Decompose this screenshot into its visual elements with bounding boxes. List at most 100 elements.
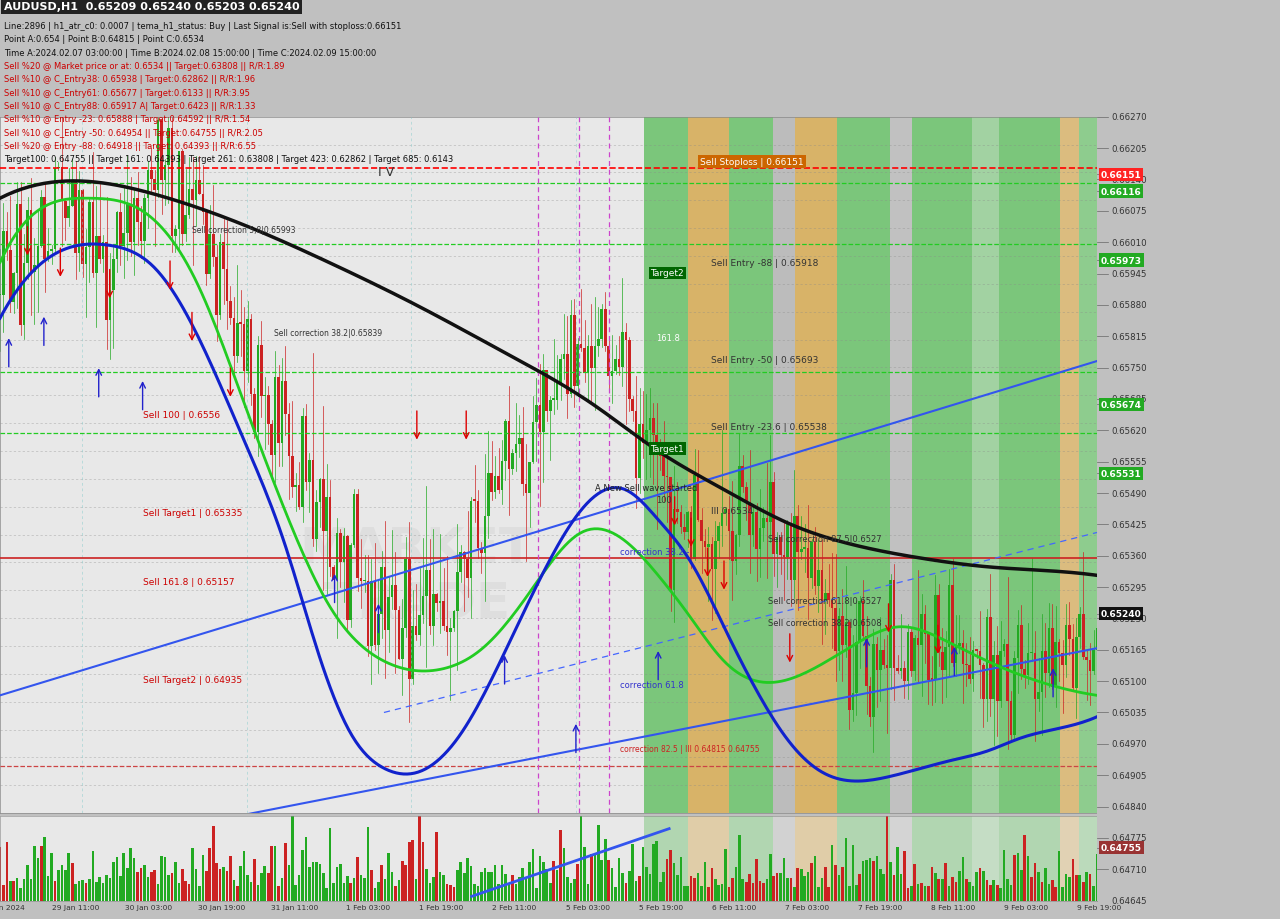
Bar <box>311 460 314 539</box>
Text: Sell %10 @ C_Entry -50: 0.64954 || Target:0.64755 || R/R:2.05: Sell %10 @ C_Entry -50: 0.64954 || Targe… <box>4 129 262 138</box>
Bar <box>250 882 252 901</box>
Bar <box>1044 868 1047 901</box>
Text: 5 Feb 19:00: 5 Feb 19:00 <box>639 904 682 910</box>
Bar <box>508 421 511 470</box>
Bar <box>972 118 1000 813</box>
Text: 0.66205: 0.66205 <box>1111 144 1147 153</box>
Bar <box>996 655 998 701</box>
Bar <box>645 867 648 901</box>
Bar <box>3 232 5 296</box>
Bar <box>945 863 947 901</box>
Bar <box>659 881 662 901</box>
Bar <box>739 835 741 901</box>
Bar <box>1096 628 1098 651</box>
Bar <box>329 497 332 567</box>
Bar <box>125 205 128 233</box>
Bar <box>621 333 623 368</box>
Bar <box>333 883 335 901</box>
Bar <box>707 544 709 548</box>
Bar <box>576 864 579 901</box>
Bar <box>1068 625 1071 639</box>
Bar <box>986 879 988 901</box>
Bar <box>23 879 26 901</box>
Text: Time A:2024.02.07 03:00:00 | Time B:2024.02.08 15:00:00 | Time C:2024.02.09 15:0: Time A:2024.02.07 03:00:00 | Time B:2024… <box>4 49 376 58</box>
Bar <box>745 882 748 901</box>
Bar <box>54 881 56 901</box>
Text: 0.66140: 0.66140 <box>1111 176 1147 185</box>
Bar <box>773 816 795 901</box>
Bar <box>15 879 18 901</box>
Bar <box>188 884 191 901</box>
Bar <box>212 826 215 901</box>
Bar <box>84 883 87 901</box>
Bar <box>769 482 772 522</box>
Bar <box>480 549 483 553</box>
Bar <box>955 882 957 901</box>
Bar <box>229 857 232 901</box>
Bar <box>686 513 689 532</box>
Bar <box>745 487 748 503</box>
Bar <box>869 686 872 717</box>
Bar <box>50 853 52 901</box>
Bar <box>827 594 829 600</box>
Bar <box>1002 645 1005 652</box>
Bar <box>225 870 228 901</box>
Bar <box>219 869 221 901</box>
Bar <box>1061 888 1064 901</box>
Bar <box>1082 881 1084 901</box>
Bar <box>260 346 262 397</box>
Bar <box>694 878 696 901</box>
Bar <box>453 612 456 629</box>
Bar <box>37 246 40 266</box>
Bar <box>33 845 36 901</box>
Bar <box>1092 651 1094 671</box>
Text: Target2: Target2 <box>650 269 684 278</box>
Bar <box>731 531 733 562</box>
Bar <box>573 315 576 387</box>
Bar <box>390 872 393 901</box>
Bar <box>961 643 964 664</box>
Bar <box>184 881 187 901</box>
Bar <box>443 876 445 901</box>
Bar <box>184 215 187 234</box>
Bar <box>786 879 788 901</box>
Bar <box>739 467 741 536</box>
Bar <box>628 871 631 901</box>
Bar <box>835 865 837 901</box>
Bar <box>749 503 751 536</box>
Bar <box>1020 625 1023 670</box>
Bar <box>1041 881 1043 901</box>
Bar <box>356 857 358 901</box>
Bar <box>539 405 541 433</box>
Bar <box>566 877 568 901</box>
Bar <box>580 816 582 901</box>
Bar <box>298 485 301 507</box>
Text: 0.66270: 0.66270 <box>1111 113 1147 122</box>
Bar <box>553 861 556 901</box>
Bar <box>687 118 730 813</box>
Bar <box>29 211 32 273</box>
Bar <box>515 884 517 901</box>
Bar <box>1047 884 1050 901</box>
Bar <box>504 421 507 461</box>
Bar <box>201 195 205 213</box>
Bar <box>298 875 301 901</box>
Bar <box>529 862 531 901</box>
Text: 0.64840: 0.64840 <box>1111 802 1147 811</box>
Bar <box>54 169 56 250</box>
Bar <box>820 570 823 601</box>
Bar <box>755 512 758 550</box>
Bar <box>865 637 868 686</box>
Bar <box>305 837 307 901</box>
Bar <box>849 886 851 901</box>
Bar <box>195 181 197 201</box>
Bar <box>364 580 366 582</box>
Bar <box>1071 639 1074 688</box>
Bar <box>731 879 733 901</box>
Bar <box>291 457 293 488</box>
Bar <box>268 873 270 901</box>
Bar <box>876 857 878 901</box>
Bar <box>1051 879 1053 901</box>
Bar <box>143 199 146 242</box>
Text: 26 Jan 2024: 26 Jan 2024 <box>0 904 24 910</box>
